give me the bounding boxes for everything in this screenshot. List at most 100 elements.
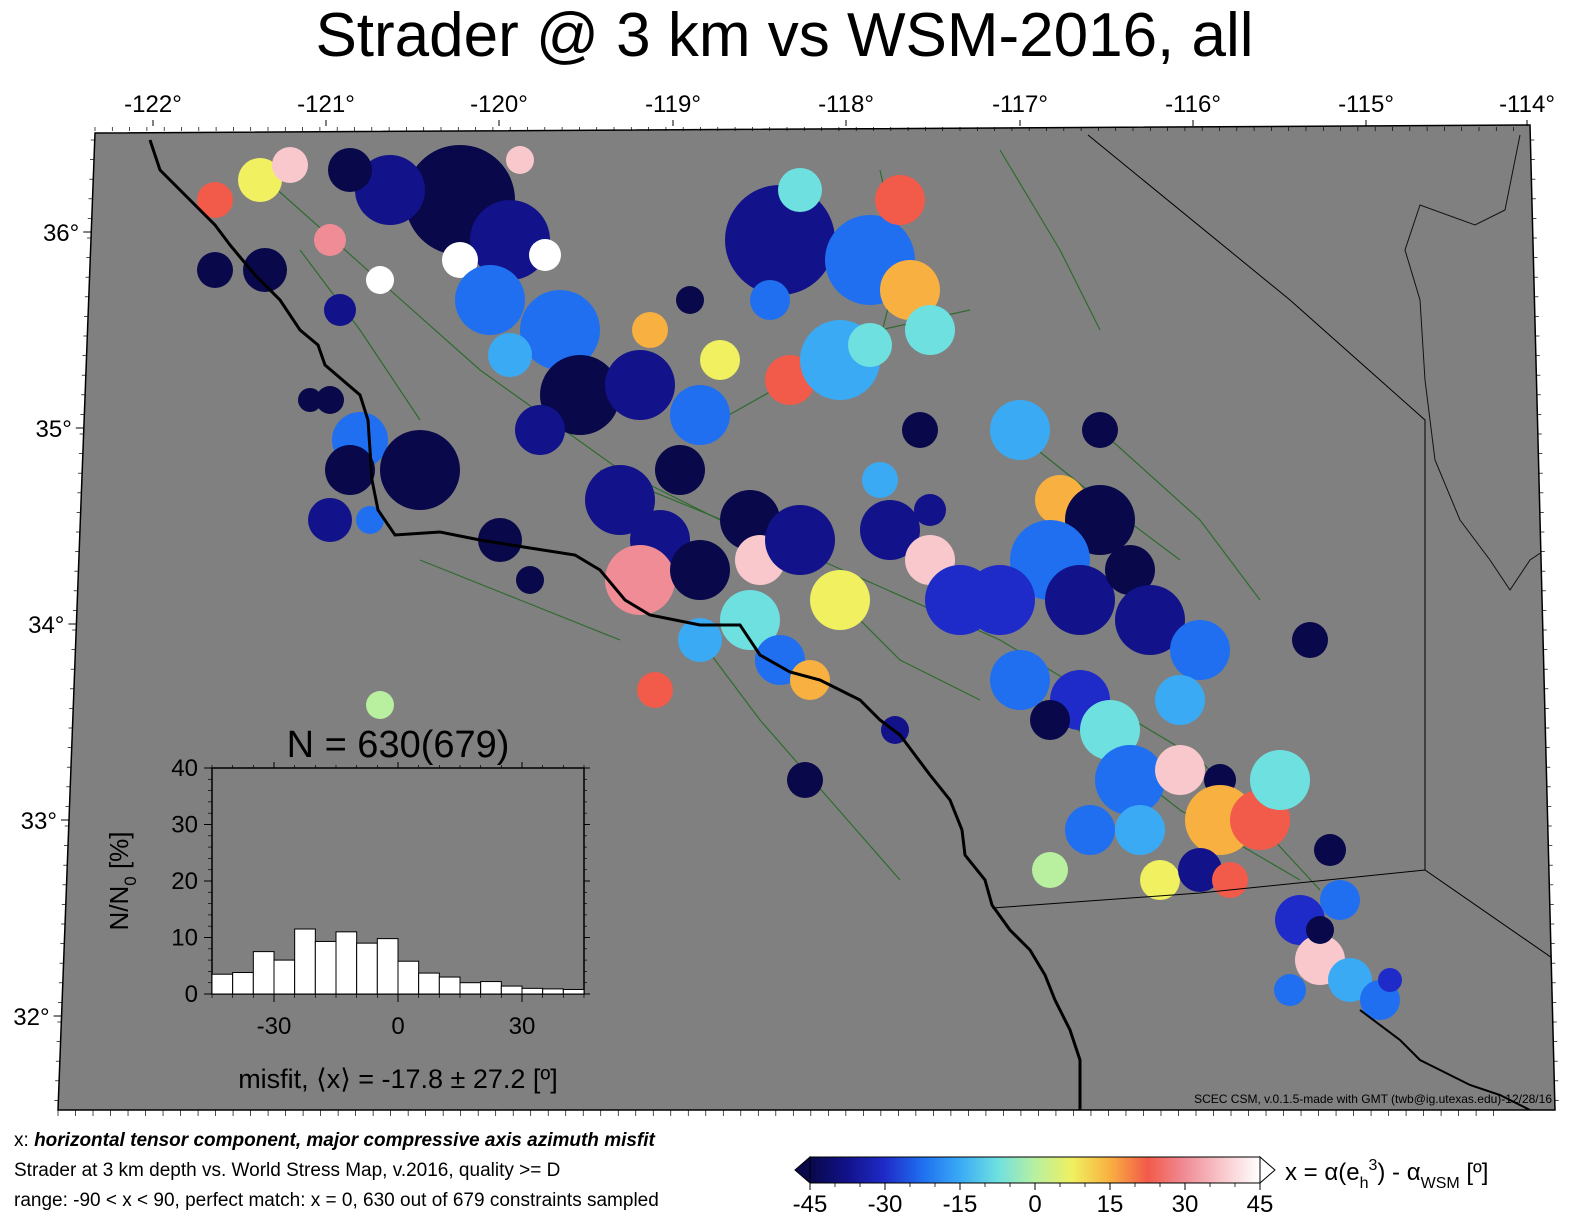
histogram-bar	[356, 942, 378, 995]
misfit-patch	[860, 500, 920, 560]
misfit-patch	[632, 312, 668, 348]
misfit-patch	[1170, 620, 1230, 680]
colorbar-tick-label: -15	[943, 1191, 978, 1217]
lon-label: -122°	[124, 91, 182, 118]
histogram-bars	[211, 928, 585, 995]
misfit-patch	[875, 175, 925, 225]
misfit-patch	[1082, 412, 1118, 448]
caption-line-3: range: -90 < x < 90, perfect match: x = …	[14, 1190, 659, 1211]
misfit-patch	[455, 265, 525, 335]
inset-ytick-label: 30	[171, 812, 198, 839]
histogram-bar	[273, 959, 296, 995]
misfit-patch	[380, 430, 460, 510]
inset-histogram: 0 10 20 30 40 -30 0 30 N = 630(679) N/N0 [%] mi…	[104, 724, 590, 1094]
colorbar-tick-label: 15	[1097, 1191, 1124, 1217]
misfit-patch	[700, 340, 740, 380]
lat-label: 32°	[13, 1004, 49, 1031]
colorbar: -45 -30 -15 0 15 30 45 x = α(eh3) - αWSM [º]	[793, 1155, 1488, 1217]
misfit-patch	[314, 224, 346, 256]
colorbar-scale	[809, 1156, 1261, 1184]
misfit-patch	[1140, 860, 1180, 900]
lon-label: -119°	[645, 91, 701, 118]
misfit-patch	[678, 618, 722, 662]
caption-line-2: Strader at 3 km depth vs. World Stress M…	[14, 1160, 561, 1181]
misfit-patch	[516, 566, 544, 594]
lon-label: -118°	[818, 91, 874, 118]
misfit-patch	[1115, 585, 1185, 655]
misfit-patch	[880, 260, 940, 320]
misfit-patch	[324, 294, 356, 326]
misfit-patch	[1105, 545, 1155, 595]
misfit-patch	[197, 252, 233, 288]
misfit-patch	[272, 147, 308, 183]
misfit-patch	[1306, 916, 1334, 944]
histogram-bar	[211, 973, 234, 995]
inset-axes: 0 10 20 30 40 -30 0 30	[171, 755, 590, 1040]
caption-line-1: x: horizontal tensor component, major co…	[14, 1130, 655, 1151]
lon-label: -114°	[1499, 91, 1555, 118]
lat-label: 33°	[21, 808, 57, 835]
misfit-patch	[990, 400, 1050, 460]
misfit-patch	[810, 570, 870, 630]
lat-label: 35°	[36, 416, 72, 443]
misfit-patch	[1314, 834, 1346, 866]
histogram-bar	[376, 938, 399, 995]
misfit-patch	[238, 158, 282, 202]
misfit-patch	[670, 385, 730, 445]
histogram-bar	[480, 981, 502, 995]
misfit-patch	[1178, 848, 1222, 892]
histogram-bar	[562, 988, 585, 995]
misfit-patch	[902, 412, 938, 448]
misfit-patch	[765, 505, 835, 575]
misfit-patch	[637, 672, 673, 708]
misfit-patch	[1212, 862, 1248, 898]
lat-label: 36°	[43, 220, 79, 247]
misfit-patch	[520, 290, 600, 370]
misfit-patch	[515, 405, 565, 455]
misfit-patch	[1378, 968, 1402, 992]
colorbar-tick-label: -45	[793, 1191, 828, 1217]
misfit-patch	[197, 182, 233, 218]
misfit-patch	[605, 545, 675, 615]
histogram-bar	[459, 982, 482, 995]
misfit-patch	[1328, 958, 1372, 1002]
inset-title: N = 630(679)	[287, 724, 510, 766]
lon-label: -121°	[297, 91, 355, 118]
colorbar-upper-triangle	[1259, 1155, 1276, 1185]
misfit-patch	[990, 650, 1050, 710]
lon-label: -115°	[1338, 91, 1394, 118]
inset-xtick-label: 0	[391, 1013, 404, 1040]
misfit-patch	[506, 146, 534, 174]
colorbar-tick-label: 0	[1028, 1191, 1041, 1217]
inset-ytick-label: 10	[171, 925, 198, 952]
misfit-patch	[1292, 622, 1328, 658]
misfit-patch	[243, 248, 287, 292]
inset-ytick-label: 20	[171, 868, 198, 895]
histogram-bar	[438, 976, 461, 995]
misfit-patch	[1320, 880, 1360, 920]
page-title: Strader @ 3 km vs WSM-2016, all	[315, 1, 1254, 70]
misfit-patch	[1080, 700, 1140, 760]
histogram-bar	[232, 972, 254, 995]
histogram-bar	[314, 940, 337, 995]
misfit-patch	[965, 565, 1035, 635]
misfit-patch	[366, 266, 394, 294]
map-axes: -122° -121° -120° -119° -118° -117° -116° -115°…	[13, 91, 1559, 1116]
inset-xtick-label: -30	[257, 1013, 292, 1040]
lon-label: -120°	[470, 91, 528, 118]
coastline	[148, 139, 1082, 1110]
misfit-patch	[1045, 565, 1115, 635]
fault-line	[1099, 429, 1261, 601]
misfit-patch	[308, 498, 352, 542]
misfit-patch	[478, 518, 522, 562]
misfit-patch	[1030, 700, 1070, 740]
misfit-patch	[778, 168, 822, 212]
misfit-patch	[298, 388, 322, 412]
state-border-arizona	[1404, 134, 1555, 591]
lat-label: 34°	[28, 612, 64, 639]
colorbar-label: x = α(eh3) - αWSM [º]	[1285, 1157, 1488, 1192]
misfit-patch	[848, 323, 892, 367]
colorbar-tick-label: -30	[868, 1191, 903, 1217]
inset-ylabel: N/N0 [%]	[104, 831, 140, 930]
